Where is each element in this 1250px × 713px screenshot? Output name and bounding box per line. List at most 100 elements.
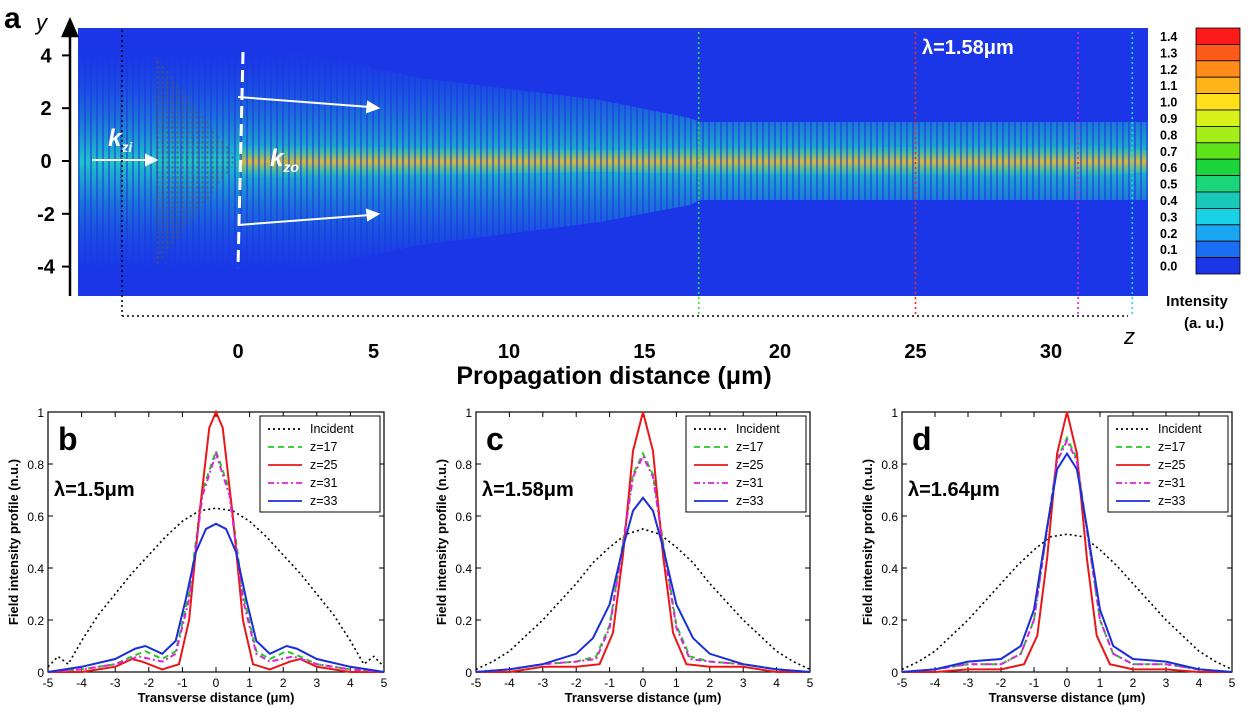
colorbar-cell xyxy=(1195,27,1241,45)
x-tick-label: 4 xyxy=(773,676,780,690)
legend-entry: z=25 xyxy=(1158,458,1186,472)
x-tick-label: -2 xyxy=(996,676,1007,690)
x-tick-label: 5 xyxy=(368,341,379,363)
series-line-incident xyxy=(901,533,1233,671)
x-tick-label: -2 xyxy=(571,676,582,690)
x-tick-label: -1 xyxy=(604,676,615,690)
x-tick-label: 10 xyxy=(498,341,520,363)
colorbar-tick: 1.2 xyxy=(1160,63,1177,77)
x-tick-label: -1 xyxy=(1029,676,1040,690)
x-tick-label: -5 xyxy=(897,676,908,690)
series-line-z33 xyxy=(901,451,1233,673)
series-line-z31 xyxy=(47,450,385,673)
prism-region xyxy=(155,55,238,268)
wavelength-label: λ=1.58μm xyxy=(922,37,1014,59)
legend-entry: z=33 xyxy=(736,494,764,508)
legend-entry: z=33 xyxy=(1158,494,1186,508)
y-axis-symbol: y xyxy=(34,10,49,35)
panel-a-axes xyxy=(61,16,79,296)
series-line-z17 xyxy=(475,451,811,673)
panel-a-label: a xyxy=(4,2,21,35)
colorbar-cell xyxy=(1195,142,1241,160)
colorbar-cell xyxy=(1195,93,1241,111)
colorbar-tick: 0.5 xyxy=(1160,178,1177,192)
colorbar-cell xyxy=(1195,76,1241,94)
profile-plots: 0 0.2 0.4 0.6 0.8 1 -5 -4 -3 -2 -1 0 1 2 3 4 5 Transverse… xyxy=(6,406,1236,705)
y-tick-label: -2 xyxy=(37,204,55,226)
legend-entry: Incident xyxy=(736,422,780,436)
x-tick-label: 20 xyxy=(769,341,791,363)
wavelength-annotation: λ=1.58μm xyxy=(482,479,574,501)
k-out-label: kzo xyxy=(270,145,299,175)
legend-box xyxy=(259,415,381,513)
legend-entry: z=31 xyxy=(1158,476,1186,490)
x-tick-label: 1 xyxy=(1097,676,1104,690)
y-tick-label: 0.2 xyxy=(27,614,44,628)
x-tick-label: 3 xyxy=(313,676,320,690)
colorbar-cell xyxy=(1195,109,1241,127)
x-tick-label: 2 xyxy=(706,676,713,690)
panel-label: b xyxy=(58,421,78,457)
y-tick-label: 0.4 xyxy=(27,562,44,576)
series-line-z25 xyxy=(902,411,1232,673)
legend-entry: z=17 xyxy=(736,440,764,454)
wavelength-annotation: λ=1.64μm xyxy=(908,479,1000,501)
x-tick-label: -2 xyxy=(143,676,154,690)
legend-box xyxy=(685,415,807,513)
series-line-incident xyxy=(475,528,811,671)
legend-box xyxy=(1107,415,1229,513)
panel-a: a y kzi kzo λ=1.58μm 420-2-4 0 5 10 15 20 25 3… xyxy=(4,2,1241,390)
y-axis-label: Field intensity profile (n.u.) xyxy=(434,459,449,625)
colorbar-cell xyxy=(1195,224,1241,242)
panel-label: c xyxy=(486,421,504,457)
x-tick-label: 3 xyxy=(1163,676,1170,690)
x-tick-label: -1 xyxy=(177,676,188,690)
y-tick-label: 0.6 xyxy=(455,510,472,524)
series-line-z31 xyxy=(901,438,1233,673)
x-tick-label: -3 xyxy=(110,676,121,690)
panel-b: 0 0.2 0.4 0.6 0.8 1 -5 -4 -3 -2 -1 0 1 2 3 4 5 Transverse… xyxy=(6,406,388,705)
z-axis-symbol: z xyxy=(1123,324,1135,349)
colorbar-tick: 1.1 xyxy=(1160,79,1177,93)
series-line-z25 xyxy=(48,409,384,673)
colorbar-tick: 0.6 xyxy=(1160,161,1177,175)
x-tick-label: 0 xyxy=(1064,676,1071,690)
colorbar-tick: 0.3 xyxy=(1160,210,1177,224)
colorbar-cell xyxy=(1195,191,1241,209)
y-tick-label: 1 xyxy=(37,406,44,420)
x-tick-label: 0 xyxy=(213,676,220,690)
x-tick-label: 5 xyxy=(1229,676,1236,690)
colorbar: 1.4 1.3 1.2 1.1 1.0 0.9 0.8 0.7 0.6 0.5 0.4 0.3 0.2 0… xyxy=(1160,27,1241,275)
x-tick-label: 5 xyxy=(807,676,814,690)
x-tick-label: 15 xyxy=(633,341,655,363)
x-tick-label: 0 xyxy=(232,341,243,363)
series-line-z33 xyxy=(47,522,385,673)
colorbar-cell xyxy=(1195,60,1241,78)
x-axis-label: Transverse distance (μm) xyxy=(989,690,1146,705)
k-in-label: kzi xyxy=(108,125,133,155)
legend-entry: z=25 xyxy=(736,458,764,472)
x-tick-label: 1 xyxy=(673,676,680,690)
x-tick-label: 5 xyxy=(381,676,388,690)
y-tick-label: 1 xyxy=(465,406,472,420)
x-tick-label: 4 xyxy=(347,676,354,690)
colorbar-tick: 1.3 xyxy=(1160,46,1177,60)
x-tick-label: 2 xyxy=(280,676,287,690)
colorbar-cell xyxy=(1195,257,1241,275)
x-tick-label: -5 xyxy=(471,676,482,690)
series-line-z31 xyxy=(475,453,811,673)
x-axis-label: Transverse distance (μm) xyxy=(138,690,295,705)
y-tick-label: 4 xyxy=(40,45,52,67)
colorbar-tick: 0.4 xyxy=(1160,194,1177,208)
colorbar-tick: 1.4 xyxy=(1160,30,1177,44)
y-tick-label: 0.2 xyxy=(455,614,472,628)
y-tick-label: 0.8 xyxy=(27,458,44,472)
x-tick-label: 0 xyxy=(640,676,647,690)
legend-entry: z=31 xyxy=(310,476,338,490)
y-tick-label: 0 xyxy=(40,151,51,173)
x-tick-label: 4 xyxy=(1196,676,1203,690)
panel-a-x-ticks: 0 5 10 15 20 25 30 xyxy=(232,341,1062,363)
x-tick-label: -3 xyxy=(963,676,974,690)
x-tick-label: 30 xyxy=(1040,341,1062,363)
